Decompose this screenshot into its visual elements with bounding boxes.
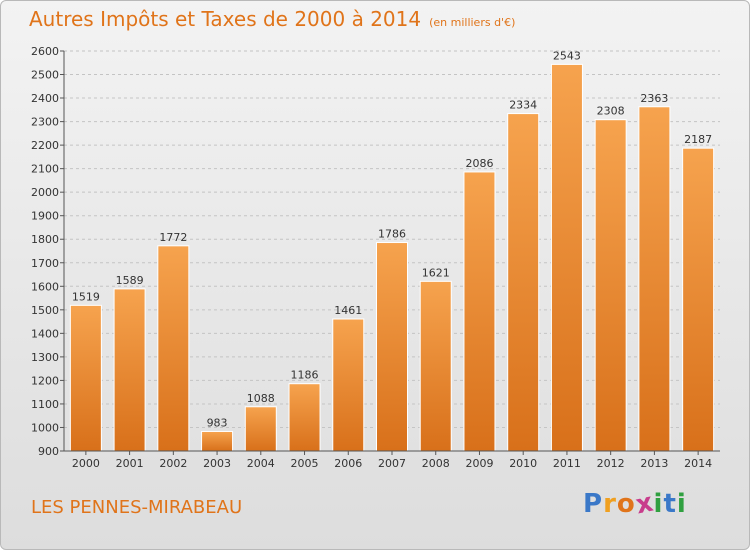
bar-2003 [201,430,234,452]
bar-2000 [69,304,102,452]
y-tick-label: 1100 [31,398,59,411]
y-tick-label: 1000 [31,421,59,434]
value-label-2013: 2363 [640,92,668,105]
value-label-2000: 1519 [72,290,100,303]
x-tick-label-2009: 2009 [465,457,493,470]
value-label-2014: 2187 [684,133,712,146]
bar-2010 [507,113,540,452]
bar-2012 [594,119,627,452]
y-tick-label: 2000 [31,186,59,199]
value-label-2005: 1186 [291,369,319,382]
x-tick-label-2012: 2012 [597,457,625,470]
bar-2002 [157,245,190,452]
y-tick-label: 2200 [31,139,59,152]
x-tick-label-2005: 2005 [291,457,319,470]
logo-letter: P [583,489,604,519]
x-tick-label-2001: 2001 [116,457,144,470]
x-tick-label-2002: 2002 [159,457,187,470]
value-label-2010: 2334 [509,99,537,112]
y-tick-label: 1900 [31,210,59,223]
value-label-2006: 1461 [334,304,362,317]
x-tick-label-2014: 2014 [684,457,712,470]
bar-2001 [113,288,146,452]
x-tick-label-2003: 2003 [203,457,231,470]
y-tick-label: 1700 [31,257,59,270]
bar-2011 [550,63,583,452]
y-tick-label: 2400 [31,92,59,105]
bar-2008 [419,280,452,452]
bar-2009 [463,171,496,452]
title-unit: (en milliers d'€) [429,16,516,29]
x-tick-label-2006: 2006 [334,457,362,470]
y-tick-label: 2300 [31,116,59,129]
logo-letter: t [663,489,677,519]
y-tick-label: 2500 [31,69,59,82]
proxiti-logo: Proxiti [583,487,687,520]
x-tick-label-2011: 2011 [553,457,581,470]
x-tick-label-2000: 2000 [72,457,100,470]
x-tick-label-2008: 2008 [422,457,450,470]
value-label-2008: 1621 [422,266,450,279]
bar-2007 [376,242,408,452]
logo-letter: o [616,489,636,519]
bar-2006 [332,318,365,452]
value-label-2011: 2543 [553,49,581,62]
y-tick-label: 1300 [31,351,59,364]
chart-title: Autres Impôts et Taxes de 2000 à 2014 (en… [29,7,515,31]
logo-letter: r [603,489,617,519]
y-tick-label: 900 [38,445,59,458]
value-label-2002: 1772 [159,231,187,244]
x-tick-label-2010: 2010 [509,457,537,470]
title-text: Autres Impôts et Taxes de 2000 à 2014 [29,7,422,31]
y-tick-label: 2600 [31,45,59,58]
value-label-2009: 2086 [465,157,493,170]
x-tick-label-2004: 2004 [247,457,275,470]
y-tick-label: 1200 [31,374,59,387]
value-label-2012: 2308 [597,105,625,118]
bar-2013 [638,106,671,452]
logo-letter: i [653,489,664,519]
x-tick-label-2013: 2013 [640,457,668,470]
bars: 1519 1589 1772 983 1088 1186 1461 1786 1621 2086 2… [69,49,715,452]
value-label-2004: 1088 [247,392,275,405]
logo-letter: i [676,489,687,519]
axes: 900 1000 1100 1200 1300 1400 1500 1600 1700 1800 1… [31,45,720,470]
value-label-2001: 1589 [116,274,144,287]
bar-2005 [288,383,321,452]
y-tick-label: 2100 [31,163,59,176]
y-tick-label: 1500 [31,304,59,317]
bar-2014 [682,147,715,452]
bar-2004 [244,406,277,452]
y-tick-label: 1400 [31,327,59,340]
commune-name: LES PENNES-MIRABEAU [31,497,243,518]
y-tick-label: 1600 [31,280,59,293]
value-label-2003: 983 [207,416,228,429]
value-label-2007: 1786 [378,228,406,241]
y-tick-label: 1800 [31,233,59,246]
x-tick-label-2007: 2007 [378,457,406,470]
